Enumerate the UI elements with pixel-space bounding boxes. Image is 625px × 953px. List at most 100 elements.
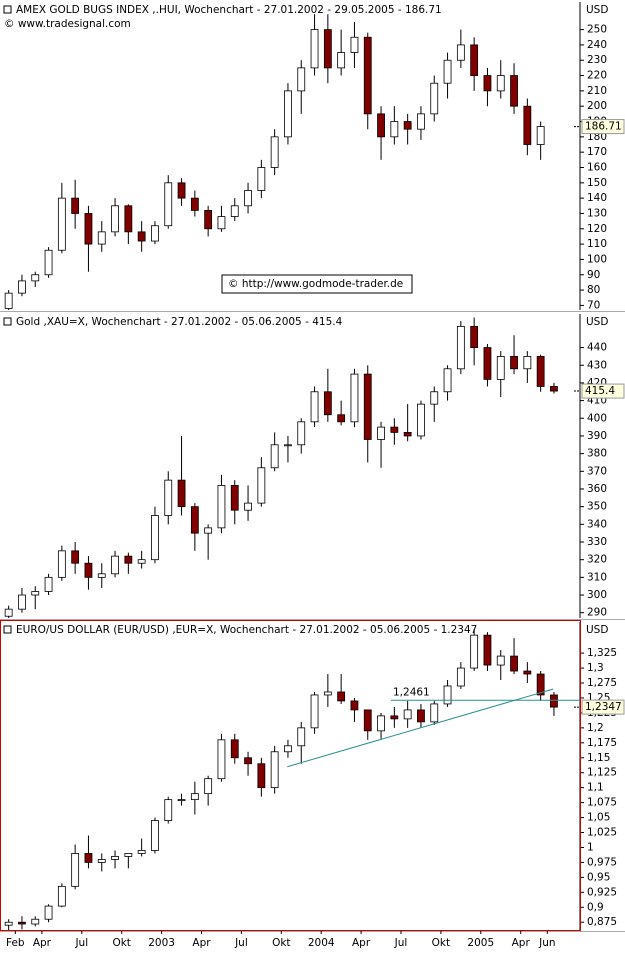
y-tick-label: 90: [587, 269, 600, 281]
unit-label: USD: [586, 316, 608, 328]
candle-body: [44, 905, 53, 920]
y-tick-label: 0,875: [587, 916, 617, 928]
x-tick-label: Jul: [394, 937, 408, 949]
y-tick-label: 1,1: [587, 782, 604, 794]
candle-body: [177, 479, 186, 508]
candle-body: [430, 391, 439, 405]
unit-label: USD: [586, 624, 608, 636]
y-tick-label: 1,125: [587, 767, 617, 779]
candle-body: [204, 778, 213, 795]
candle-body: [337, 52, 346, 69]
candle-body: [164, 182, 173, 227]
y-tick-label: 310: [587, 571, 607, 583]
candle-body: [536, 673, 545, 696]
x-tick-label: Jul: [74, 937, 88, 949]
title-icon: [3, 5, 12, 14]
candle-body: [550, 386, 558, 392]
candle-body: [510, 655, 518, 672]
y-tick-label: 1,075: [587, 797, 617, 809]
candle-body: [350, 373, 359, 423]
y-tick-label: 1,2: [587, 722, 604, 734]
x-tick-label: Apr: [192, 937, 211, 949]
candle-body: [31, 918, 40, 925]
last-value-box: [581, 119, 625, 135]
candle-body: [84, 213, 93, 245]
candle-body: [403, 432, 412, 437]
candle-body: [111, 856, 119, 860]
candle-body: [390, 715, 399, 720]
candle-body: [310, 29, 319, 69]
y-tick-label: 240: [587, 39, 607, 51]
y-tick-label: 390: [587, 430, 607, 442]
last-value-box: [581, 699, 625, 715]
y-tick-label: 320: [587, 554, 607, 566]
candle-body: [204, 209, 213, 230]
candle-body: [270, 136, 279, 168]
candle-body: [297, 421, 306, 446]
candle-body: [390, 121, 399, 138]
candle-body: [4, 292, 13, 309]
x-tick-label: Okt: [272, 937, 290, 949]
candle-body: [31, 274, 40, 282]
candle-body: [284, 745, 292, 753]
candle-body: [456, 325, 465, 370]
y-tick-label: 200: [587, 100, 607, 112]
candle-body: [190, 506, 199, 534]
candle-body: [297, 727, 306, 747]
last-value-label: 1,2347: [585, 701, 622, 713]
candle-body: [31, 591, 40, 596]
y-tick-label: 370: [587, 465, 607, 477]
candle-body: [4, 608, 13, 617]
candle-body: [151, 225, 159, 242]
candle-body: [297, 67, 306, 92]
y-tick-label: 400: [587, 412, 607, 424]
x-tick-label: Jul: [234, 937, 248, 949]
candle-body: [323, 691, 332, 696]
candle-body: [417, 113, 425, 130]
y-tick-label: 140: [587, 192, 607, 204]
candle-body: [337, 414, 346, 423]
unit-label: USD: [586, 4, 608, 16]
candle-body: [71, 853, 80, 887]
candle-body: [310, 694, 319, 729]
candle-body: [536, 356, 545, 387]
trendline: [287, 688, 554, 768]
candle-body: [443, 685, 452, 705]
candle-body: [337, 691, 346, 702]
candle-body: [510, 75, 518, 107]
candle-body: [124, 205, 133, 233]
candle-body: [363, 373, 372, 440]
last-value-box: [581, 383, 625, 399]
banner-box: [221, 274, 413, 294]
x-tick-label: Feb: [6, 937, 25, 949]
y-tick-label: 430: [587, 359, 607, 371]
candle-body: [124, 853, 133, 857]
y-tick-label: 210: [587, 85, 607, 97]
candle-body: [151, 515, 159, 561]
candle-body: [97, 573, 106, 578]
y-tick-label: 250: [587, 24, 607, 36]
x-tick-label: Okt: [432, 937, 450, 949]
candle-body: [18, 280, 26, 294]
y-tick-label: 380: [587, 448, 607, 460]
candle-body: [57, 550, 66, 578]
candle-body: [97, 231, 106, 245]
candle-body: [417, 403, 425, 437]
x-tick-label: 2005: [467, 937, 494, 949]
candle-body: [244, 190, 252, 207]
y-tick-label: 1,275: [587, 677, 617, 689]
candle-body: [71, 550, 80, 564]
candle-body: [483, 347, 492, 380]
candle-body: [257, 467, 266, 504]
candle-body: [57, 197, 66, 251]
candle-body: [523, 670, 532, 675]
candle-body: [217, 485, 226, 529]
y-tick-label: 170: [587, 146, 607, 158]
y-tick-label: 70: [587, 299, 600, 311]
candle-body: [151, 820, 159, 851]
candle-body: [443, 59, 452, 84]
panel-title: Gold ,XAU=X, Wochenchart - 27.01.2002 - …: [16, 316, 343, 328]
candle-body: [456, 44, 465, 61]
candle-body: [523, 356, 532, 370]
